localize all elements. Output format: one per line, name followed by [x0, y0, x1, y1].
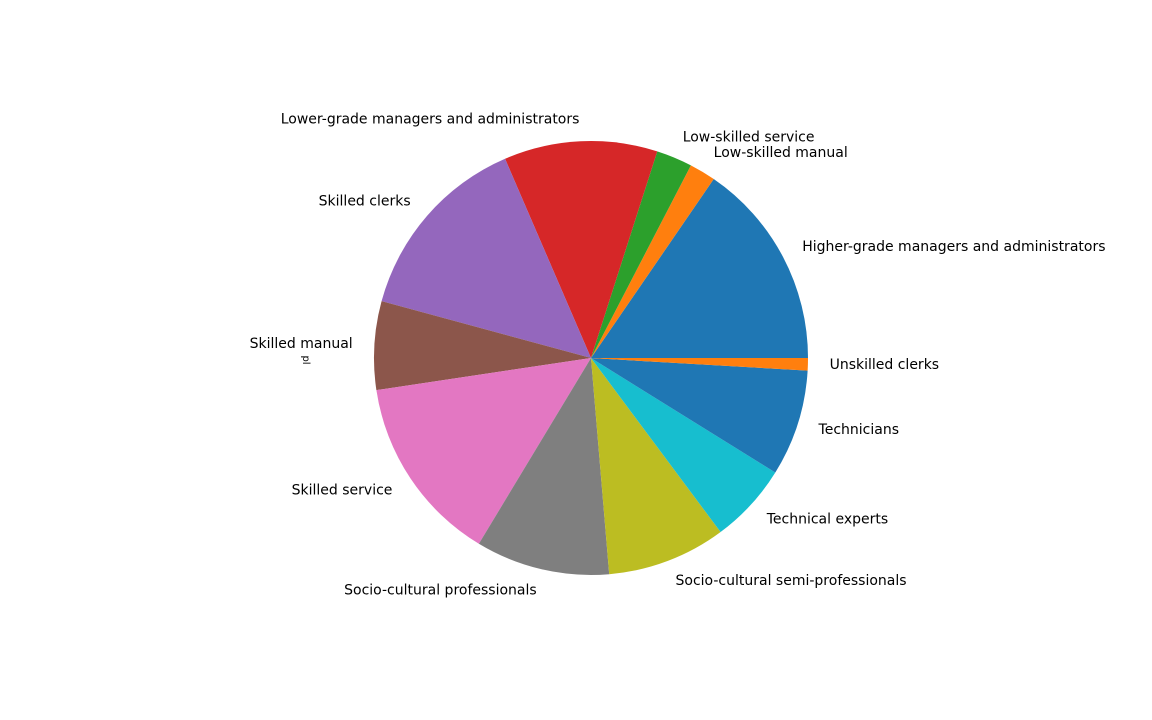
pie-slices [373, 140, 808, 575]
pie-label-low-skilled-service: Low-skilled service [683, 130, 815, 146]
pie-label-skilled-clerks: Skilled clerks [319, 194, 411, 210]
pie-slice-socio-cultural-professionals [478, 358, 610, 575]
pie-label-technical-experts: Technical experts [766, 512, 888, 528]
pie-slice-skilled-manual [373, 301, 591, 391]
pie-slice-lower-grade-managers-and-administrators [505, 140, 658, 358]
pie-slice-higher-grade-managers-and-administrators [591, 179, 808, 358]
pie-slice-skilled-service [376, 358, 591, 544]
pie-slice-socio-cultural-semi-professionals [591, 358, 721, 575]
pie-slice-technical-experts [591, 358, 776, 533]
pie-label-skilled-manual: Skilled manual [250, 336, 353, 352]
pie-slice-unskilled-clerks [591, 358, 808, 371]
pie-slice-skilled-clerks [381, 158, 591, 358]
pie-label-unskilled-clerks: Unskilled clerks [830, 357, 940, 373]
pie-slice-technicians [591, 358, 808, 473]
pie-label-lower-grade-managers-and-administrators: Lower-grade managers and administrators [281, 112, 580, 128]
pie-label-technicians: Technicians [818, 422, 899, 438]
pie-label-skilled-service: Skilled service [292, 482, 393, 498]
pie-label-socio-cultural-semi-professionals: Socio-cultural semi-professionals [676, 573, 907, 589]
pie-label-socio-cultural-professionals: Socio-cultural professionals [344, 582, 537, 598]
pie-slice-low-skilled-manual [591, 165, 714, 358]
pie-label-higher-grade-managers-and-administrators: Higher-grade managers and administrators [802, 239, 1105, 255]
pie-labels: Higher-grade managers and administrators… [250, 112, 1106, 599]
pie-label-low-skilled-manual: Low-skilled manual [714, 145, 848, 161]
y-axis-label: pl [300, 355, 311, 364]
pie-slice-low-skilled-service [591, 151, 691, 358]
